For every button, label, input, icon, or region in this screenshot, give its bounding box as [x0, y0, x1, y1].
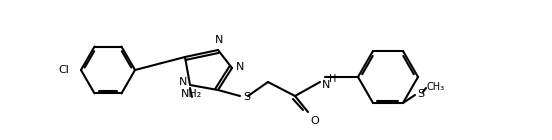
Text: N: N: [236, 62, 245, 72]
Text: N: N: [179, 77, 187, 87]
Text: S: S: [417, 89, 424, 99]
Text: H: H: [329, 74, 336, 84]
Text: NH₂: NH₂: [182, 89, 203, 99]
Text: N: N: [322, 80, 331, 90]
Text: N: N: [215, 35, 223, 45]
Text: S: S: [243, 92, 250, 102]
Text: Cl: Cl: [58, 65, 69, 75]
Text: CH₃: CH₃: [427, 82, 445, 92]
Text: O: O: [310, 116, 319, 126]
